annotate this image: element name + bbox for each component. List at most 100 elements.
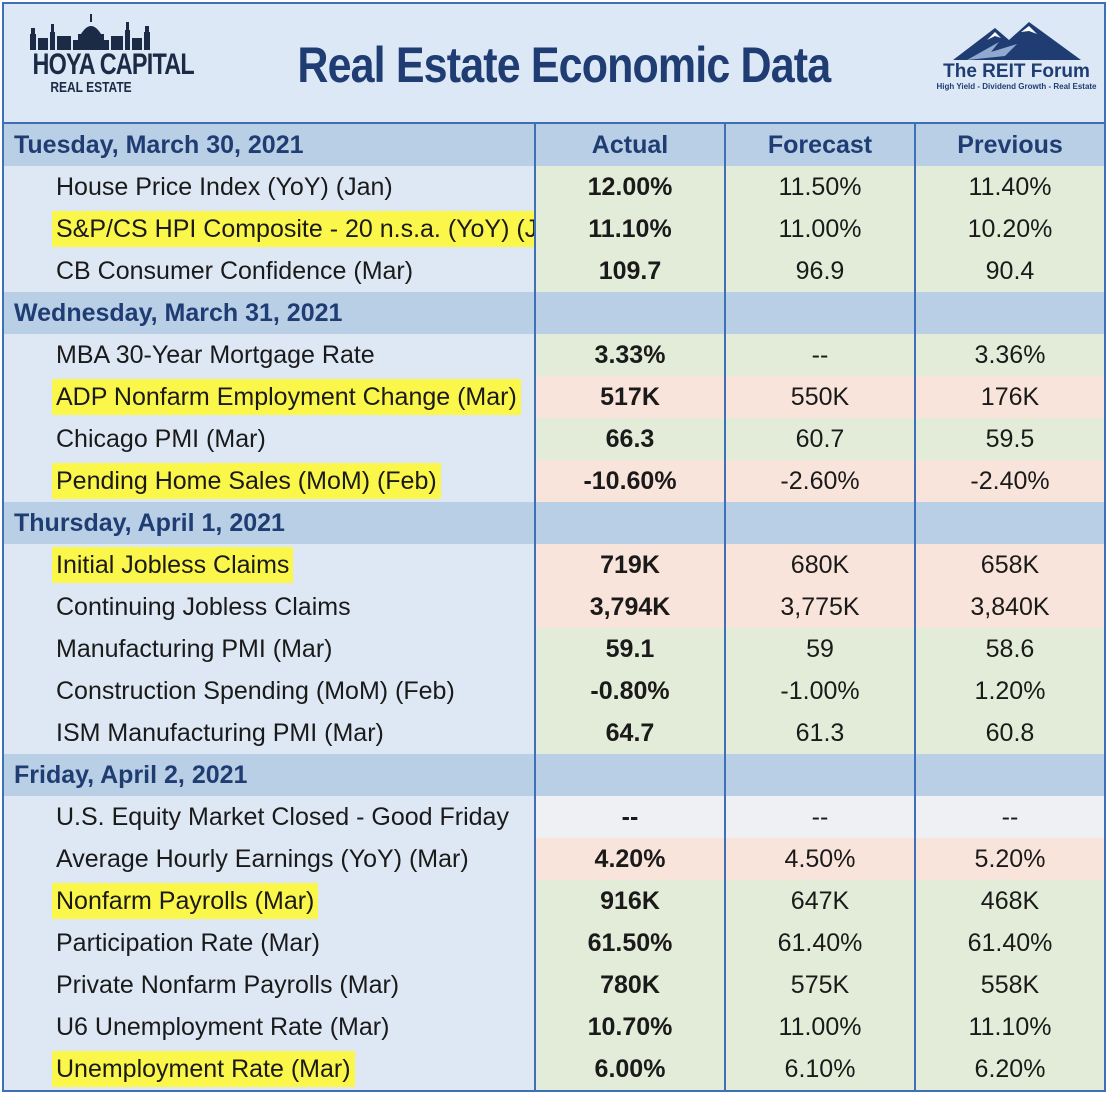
- indicator-name: ISM Manufacturing PMI (Mar): [56, 719, 384, 747]
- forecast-value: 680K: [725, 544, 916, 586]
- actual-value: 517K: [535, 376, 726, 418]
- previous-value: 11.10%: [915, 1006, 1104, 1048]
- indicator-name: Average Hourly Earnings (YoY) (Mar): [56, 845, 469, 873]
- forecast-value: 11.00%: [725, 208, 916, 250]
- indicator-row: Unemployment Rate (Mar) 6.00% 6.10% 6.20%: [4, 1048, 1104, 1090]
- day-header-spacer: [915, 502, 1104, 544]
- indicator-name: Participation Rate (Mar): [56, 929, 320, 957]
- actual-value: -10.60%: [535, 460, 726, 502]
- previous-value: 658K: [915, 544, 1104, 586]
- forecast-value: --: [725, 334, 916, 376]
- hoya-capital-brand: HOYA CAPITAL: [32, 48, 195, 81]
- previous-value: 61.40%: [915, 922, 1104, 964]
- indicator-row: Participation Rate (Mar) 61.50% 61.40% 61.4…: [4, 922, 1104, 964]
- reit-forum-logo: The REIT Forum High Yield - Dividend Gro…: [934, 20, 1099, 110]
- previous-value: --: [915, 796, 1104, 838]
- previous-value: 11.40%: [915, 166, 1104, 208]
- day-header-spacer: [725, 754, 916, 796]
- forecast-value: 61.3: [725, 712, 916, 754]
- actual-value: 109.7: [535, 250, 726, 292]
- indicator-name: Private Nonfarm Payrolls (Mar): [56, 971, 400, 999]
- actual-value: 6.00%: [535, 1048, 726, 1090]
- actual-value: 64.7: [535, 712, 726, 754]
- indicator-name: Manufacturing PMI (Mar): [56, 635, 333, 663]
- indicator-cell: Unemployment Rate (Mar): [4, 1048, 536, 1090]
- hoya-capital-logo: HOYA CAPITAL REAL ESTATE: [16, 14, 195, 114]
- indicator-cell: ISM Manufacturing PMI (Mar): [4, 712, 536, 754]
- day-header-spacer: [915, 754, 1104, 796]
- reit-forum-tagline: High Yield - Dividend Growth - Real Esta…: [936, 82, 1097, 91]
- previous-value: 558K: [915, 964, 1104, 1006]
- indicator-row: Pending Home Sales (MoM) (Feb) -10.60% -2.…: [4, 460, 1104, 502]
- report-header: HOYA CAPITAL REAL ESTATE Real Estate Eco…: [4, 4, 1104, 124]
- day-header-spacer: [535, 502, 726, 544]
- actual-value: 66.3: [535, 418, 726, 460]
- forecast-value: -1.00%: [725, 670, 916, 712]
- actual-value: 61.50%: [535, 922, 726, 964]
- previous-value: 10.20%: [915, 208, 1104, 250]
- actual-value: 12.00%: [535, 166, 726, 208]
- reit-forum-brand: The REIT Forum: [943, 61, 1090, 82]
- indicator-cell: House Price Index (YoY) (Jan): [4, 166, 536, 208]
- forecast-value: 3,775K: [725, 586, 916, 628]
- previous-value: 6.20%: [915, 1048, 1104, 1090]
- forecast-value: 96.9: [725, 250, 916, 292]
- indicator-cell: Participation Rate (Mar): [4, 922, 536, 964]
- actual-value: -0.80%: [535, 670, 726, 712]
- actual-value: 916K: [535, 880, 726, 922]
- indicator-name: Nonfarm Payrolls (Mar): [52, 883, 319, 919]
- actual-value: 11.10%: [535, 208, 726, 250]
- day-header-row: Thursday, April 1, 2021: [4, 502, 1104, 544]
- indicator-cell: Nonfarm Payrolls (Mar): [4, 880, 536, 922]
- forecast-value: 59: [725, 628, 916, 670]
- indicator-name: House Price Index (YoY) (Jan): [56, 173, 393, 201]
- forecast-value: 550K: [725, 376, 916, 418]
- indicator-row: U.S. Equity Market Closed - Good Friday -…: [4, 796, 1104, 838]
- forecast-value: 11.50%: [725, 166, 916, 208]
- indicator-cell: S&P/CS HPI Composite - 20 n.s.a. (YoY) (…: [4, 208, 536, 250]
- forecast-value: --: [725, 796, 916, 838]
- previous-value: 176K: [915, 376, 1104, 418]
- indicator-name: S&P/CS HPI Composite - 20 n.s.a. (YoY) (…: [52, 211, 533, 247]
- forecast-value: 11.00%: [725, 1006, 916, 1048]
- indicator-name: Construction Spending (MoM) (Feb): [56, 677, 455, 705]
- indicator-cell: U6 Unemployment Rate (Mar): [4, 1006, 536, 1048]
- indicator-name: MBA 30-Year Mortgage Rate: [56, 341, 375, 369]
- indicator-row: Average Hourly Earnings (YoY) (Mar) 4.20%…: [4, 838, 1104, 880]
- indicator-cell: Pending Home Sales (MoM) (Feb): [4, 460, 536, 502]
- indicator-row: ISM Manufacturing PMI (Mar) 64.7 61.3 60.8: [4, 712, 1104, 754]
- column-header-forecast: Forecast: [725, 124, 916, 166]
- indicator-name: Unemployment Rate (Mar): [52, 1051, 355, 1087]
- indicator-name: Continuing Jobless Claims: [56, 593, 351, 621]
- indicator-row: Initial Jobless Claims 719K 680K 658K: [4, 544, 1104, 586]
- page-title-text: Real Estate Economic Data: [297, 37, 832, 93]
- day-header-spacer: [915, 292, 1104, 334]
- previous-value: 90.4: [915, 250, 1104, 292]
- page-title: Real Estate Economic Data: [174, 30, 954, 100]
- forecast-value: 575K: [725, 964, 916, 1006]
- hoya-capital-subtitle: REAL ESTATE: [50, 79, 132, 96]
- previous-value: 468K: [915, 880, 1104, 922]
- capitol-skyline-icon: [30, 14, 150, 50]
- mountain-icon: [952, 22, 1081, 60]
- indicator-cell: U.S. Equity Market Closed - Good Friday: [4, 796, 536, 838]
- indicator-name: Chicago PMI (Mar): [56, 425, 266, 453]
- indicator-cell: Manufacturing PMI (Mar): [4, 628, 536, 670]
- indicator-name: ADP Nonfarm Employment Change (Mar): [52, 379, 521, 415]
- indicator-row: CB Consumer Confidence (Mar) 109.7 96.9 90.…: [4, 250, 1104, 292]
- indicator-row: Nonfarm Payrolls (Mar) 916K 647K 468K: [4, 880, 1104, 922]
- indicator-cell: Construction Spending (MoM) (Feb): [4, 670, 536, 712]
- actual-value: 10.70%: [535, 1006, 726, 1048]
- forecast-value: 647K: [725, 880, 916, 922]
- indicator-row: S&P/CS HPI Composite - 20 n.s.a. (YoY) (…: [4, 208, 1104, 250]
- indicator-cell: Private Nonfarm Payrolls (Mar): [4, 964, 536, 1006]
- indicator-row: Construction Spending (MoM) (Feb) -0.80% -…: [4, 670, 1104, 712]
- actual-value: 3.33%: [535, 334, 726, 376]
- day-header-spacer: [535, 754, 726, 796]
- indicator-name: U6 Unemployment Rate (Mar): [56, 1013, 390, 1041]
- previous-value: 5.20%: [915, 838, 1104, 880]
- previous-value: 3.36%: [915, 334, 1104, 376]
- day-header-spacer: [535, 292, 726, 334]
- day-header-spacer: [725, 502, 916, 544]
